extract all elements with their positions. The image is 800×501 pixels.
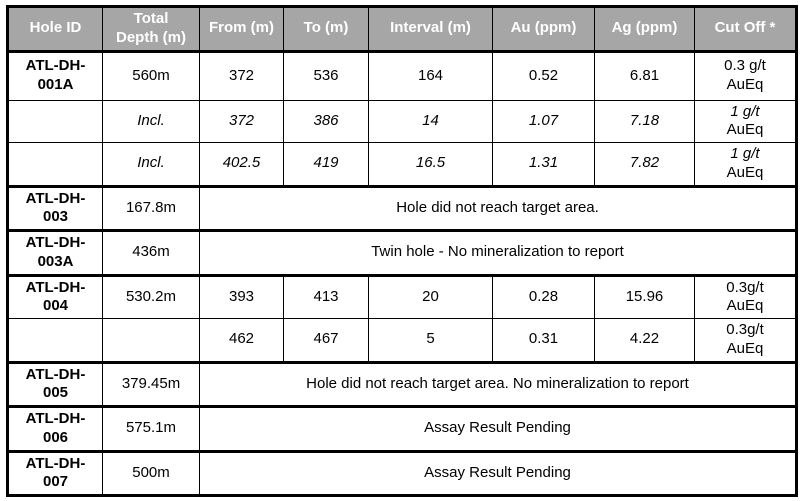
from-cell: 372 — [199, 99, 284, 143]
cutoff-cell: 0.3g/t AuEq — [694, 318, 797, 363]
total-depth-cell: 530.2m — [102, 273, 200, 319]
hole-id-cell: ATL-DH- 004 — [7, 273, 103, 319]
hole-id-cell — [7, 318, 103, 363]
total-depth-cell: 167.8m — [102, 184, 200, 231]
cutoff-cell: 0.3 g/t AuEq — [694, 49, 797, 101]
table-row-003a: ATL-DH- 003A 436m Twin hole - No mineral… — [7, 229, 797, 276]
cutoff-unit: AuEq — [726, 339, 764, 357]
column-header-hole-id: Hole ID — [7, 6, 103, 53]
hole-id-cell — [7, 142, 103, 187]
total-depth-cell: Incl. — [102, 142, 200, 187]
au-cell: 1.31 — [492, 142, 595, 187]
hole-id-cell: ATL-DH- 007 — [7, 449, 103, 496]
table-row-001a: ATL-DH- 001A 560m 372 536 164 0.52 6.81 … — [7, 49, 797, 101]
from-cell: 372 — [199, 49, 284, 101]
ag-cell: 6.81 — [594, 49, 695, 101]
cutoff-value: 0.3g/t — [726, 278, 764, 296]
table-row-004: ATL-DH- 004 530.2m 393 413 20 0.28 15.96… — [7, 273, 797, 319]
ag-cell: 7.18 — [594, 99, 695, 143]
column-header-from: From (m) — [199, 6, 284, 53]
au-cell: 0.28 — [492, 273, 595, 319]
to-cell: 467 — [283, 318, 369, 363]
total-depth-cell: 560m — [102, 49, 200, 101]
from-cell: 393 — [199, 273, 284, 319]
hole-id-cell — [7, 99, 103, 143]
hole-id-cell: ATL-DH- 001A — [7, 49, 103, 101]
cutoff-value: 0.3 g/t — [724, 57, 766, 75]
hole-id-cell: ATL-DH- 003 — [7, 184, 103, 231]
total-depth-cell — [102, 318, 200, 363]
total-depth-cell: Incl. — [102, 99, 200, 143]
cutoff-value: 0.3g/t — [726, 321, 764, 338]
hole-id-cell: ATL-DH- 006 — [7, 405, 103, 452]
drill-results-table: Hole ID Total Depth (m) From (m) To (m) … — [6, 5, 798, 497]
from-cell: 462 — [199, 318, 284, 363]
au-cell: 1.07 — [492, 99, 595, 143]
to-cell: 386 — [283, 99, 369, 143]
table-row-001a-incl-2: Incl. 402.5 419 16.5 1.31 7.82 1 g/t AuE… — [7, 142, 797, 187]
column-header-cutoff: Cut Off * — [694, 6, 797, 53]
total-depth-cell: 379.45m — [102, 360, 200, 407]
cutoff-unit: AuEq — [726, 121, 764, 139]
hole-id-cell: ATL-DH- 003A — [7, 229, 103, 276]
table-row-007: ATL-DH- 007 500m Assay Result Pending — [7, 449, 797, 496]
cutoff-unit: AuEq — [726, 297, 764, 315]
cutoff-unit: AuEq — [726, 76, 764, 93]
from-cell: 402.5 — [199, 142, 284, 187]
note-cell: Assay Result Pending — [199, 405, 797, 452]
total-depth-cell: 575.1m — [102, 405, 200, 452]
note-cell: Hole did not reach target area. No miner… — [199, 360, 797, 407]
note-cell: Assay Result Pending — [199, 449, 797, 496]
note-cell: Hole did not reach target area. — [199, 184, 797, 231]
cutoff-value: 1 g/t — [730, 145, 760, 162]
interval-cell: 5 — [368, 318, 493, 363]
table-row-004-second: 462 467 5 0.31 4.22 0.3g/t AuEq — [7, 318, 797, 363]
header-row: Hole ID Total Depth (m) From (m) To (m) … — [7, 6, 797, 53]
table-row-001a-incl-1: Incl. 372 386 14 1.07 7.18 1 g/t AuEq — [7, 99, 797, 143]
column-header-to: To (m) — [283, 6, 369, 53]
interval-cell: 20 — [368, 273, 493, 319]
to-cell: 419 — [283, 142, 369, 187]
table-row-005: ATL-DH- 005 379.45m Hole did not reach t… — [7, 360, 797, 407]
au-cell: 0.31 — [492, 318, 595, 363]
note-cell: Twin hole - No mineralization to report — [199, 229, 797, 276]
cutoff-cell: 0.3g/t AuEq — [694, 273, 797, 319]
hole-id-cell: ATL-DH- 005 — [7, 360, 103, 407]
cutoff-cell: 1 g/t AuEq — [694, 142, 797, 187]
to-cell: 413 — [283, 273, 369, 319]
column-header-au: Au (ppm) — [492, 6, 595, 53]
table-row-003: ATL-DH- 003 167.8m Hole did not reach ta… — [7, 184, 797, 231]
column-header-ag: Ag (ppm) — [594, 6, 695, 53]
cutoff-value: 1 g/t — [730, 102, 760, 120]
table-row-006: ATL-DH- 006 575.1m Assay Result Pending — [7, 405, 797, 452]
total-depth-cell: 500m — [102, 449, 200, 496]
column-header-interval: Interval (m) — [368, 6, 493, 53]
column-header-total-depth: Total Depth (m) — [102, 6, 200, 53]
ag-cell: 4.22 — [594, 318, 695, 363]
interval-cell: 16.5 — [368, 142, 493, 187]
ag-cell: 15.96 — [594, 273, 695, 319]
cutoff-unit: AuEq — [726, 163, 764, 181]
ag-cell: 7.82 — [594, 142, 695, 187]
cutoff-cell: 1 g/t AuEq — [694, 99, 797, 143]
to-cell: 536 — [283, 49, 369, 101]
total-depth-cell: 436m — [102, 229, 200, 276]
au-cell: 0.52 — [492, 49, 595, 101]
interval-cell: 14 — [368, 99, 493, 143]
interval-cell: 164 — [368, 49, 493, 101]
